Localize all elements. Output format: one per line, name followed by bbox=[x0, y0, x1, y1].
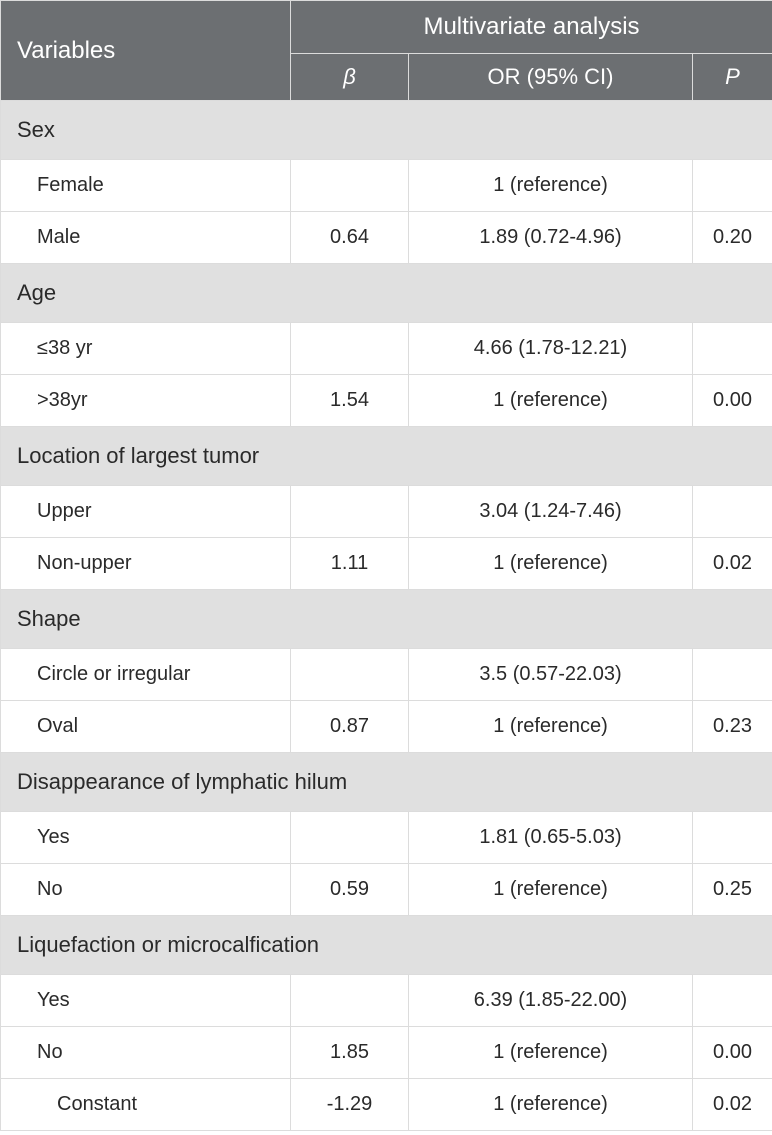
cell-or: 1 (reference) bbox=[409, 160, 693, 212]
cell-or: 1.81 (0.65-5.03) bbox=[409, 812, 693, 864]
cell-or: 1 (reference) bbox=[409, 864, 693, 916]
cell-beta: 1.11 bbox=[291, 538, 409, 590]
table-row: Male0.641.89 (0.72-4.96)0.20 bbox=[1, 212, 772, 264]
table-row: Upper 3.04 (1.24-7.46) bbox=[1, 486, 772, 538]
cell-or: 3.5 (0.57-22.03) bbox=[409, 649, 693, 701]
cell-p: 0.02 bbox=[693, 1079, 772, 1131]
cell-p: 0.00 bbox=[693, 1027, 772, 1079]
row-label: >38yr bbox=[1, 375, 291, 427]
table-row: Circle or irregular 3.5 (0.57-22.03) bbox=[1, 649, 772, 701]
cell-p: 0.23 bbox=[693, 701, 772, 753]
column-header-or: OR (95% CI) bbox=[409, 54, 693, 101]
cell-p: 0.00 bbox=[693, 375, 772, 427]
cell-beta bbox=[291, 812, 409, 864]
row-label: Constant bbox=[1, 1079, 291, 1131]
cell-beta: 1.54 bbox=[291, 375, 409, 427]
cell-beta: 0.59 bbox=[291, 864, 409, 916]
cell-or: 1 (reference) bbox=[409, 1027, 693, 1079]
cell-or: 4.66 (1.78-12.21) bbox=[409, 323, 693, 375]
column-header-p: P bbox=[693, 54, 772, 101]
cell-or: 1 (reference) bbox=[409, 375, 693, 427]
cell-beta: 0.87 bbox=[291, 701, 409, 753]
section-header: Sex bbox=[1, 101, 772, 160]
section-header: Location of largest tumor bbox=[1, 427, 772, 486]
cell-beta bbox=[291, 160, 409, 212]
table-header: Variables Multivariate analysis β OR (95… bbox=[1, 1, 772, 101]
cell-p bbox=[693, 812, 772, 864]
row-label: Male bbox=[1, 212, 291, 264]
row-label: Oval bbox=[1, 701, 291, 753]
table-row: Constant-1.291 (reference)0.02 bbox=[1, 1079, 772, 1131]
table-row: Oval0.871 (reference)0.23 bbox=[1, 701, 772, 753]
row-label: Yes bbox=[1, 812, 291, 864]
cell-p: 0.25 bbox=[693, 864, 772, 916]
table-row: Yes 1.81 (0.65-5.03) bbox=[1, 812, 772, 864]
column-header-variables: Variables bbox=[1, 1, 291, 101]
cell-beta bbox=[291, 486, 409, 538]
cell-beta: 0.64 bbox=[291, 212, 409, 264]
cell-p: 0.20 bbox=[693, 212, 772, 264]
table-row: Female 1 (reference) bbox=[1, 160, 772, 212]
cell-beta bbox=[291, 975, 409, 1027]
section-header: Disappearance of lymphatic hilum bbox=[1, 753, 772, 812]
row-label: Yes bbox=[1, 975, 291, 1027]
row-label: No bbox=[1, 1027, 291, 1079]
cell-beta bbox=[291, 649, 409, 701]
cell-or: 1 (reference) bbox=[409, 538, 693, 590]
row-label: No bbox=[1, 864, 291, 916]
cell-or: 3.04 (1.24-7.46) bbox=[409, 486, 693, 538]
cell-beta bbox=[291, 323, 409, 375]
row-label: Non-upper bbox=[1, 538, 291, 590]
row-label: Upper bbox=[1, 486, 291, 538]
cell-p bbox=[693, 160, 772, 212]
section-header: Liquefaction or microcalfication bbox=[1, 916, 772, 975]
table-row: ≤38 yr 4.66 (1.78-12.21) bbox=[1, 323, 772, 375]
row-label: ≤38 yr bbox=[1, 323, 291, 375]
cell-or: 6.39 (1.85-22.00) bbox=[409, 975, 693, 1027]
table-row: Non-upper1.111 (reference)0.02 bbox=[1, 538, 772, 590]
cell-p bbox=[693, 486, 772, 538]
column-header-mva: Multivariate analysis bbox=[291, 1, 772, 54]
stats-table-container: Variables Multivariate analysis β OR (95… bbox=[0, 0, 772, 1131]
cell-or: 1.89 (0.72-4.96) bbox=[409, 212, 693, 264]
cell-beta: -1.29 bbox=[291, 1079, 409, 1131]
column-header-beta: β bbox=[291, 54, 409, 101]
row-label: Female bbox=[1, 160, 291, 212]
cell-p bbox=[693, 649, 772, 701]
table-row: No1.851 (reference)0.00 bbox=[1, 1027, 772, 1079]
table-row: No0.591 (reference)0.25 bbox=[1, 864, 772, 916]
table-row: Yes 6.39 (1.85-22.00) bbox=[1, 975, 772, 1027]
cell-p bbox=[693, 975, 772, 1027]
cell-or: 1 (reference) bbox=[409, 1079, 693, 1131]
cell-p: 0.02 bbox=[693, 538, 772, 590]
row-label: Circle or irregular bbox=[1, 649, 291, 701]
table-body: SexFemale1 (reference)Male0.641.89 (0.72… bbox=[1, 101, 772, 1131]
cell-beta: 1.85 bbox=[291, 1027, 409, 1079]
cell-p bbox=[693, 323, 772, 375]
section-header: Age bbox=[1, 264, 772, 323]
table-row: >38yr1.541 (reference)0.00 bbox=[1, 375, 772, 427]
section-header: Shape bbox=[1, 590, 772, 649]
stats-table: Variables Multivariate analysis β OR (95… bbox=[0, 0, 772, 1131]
cell-or: 1 (reference) bbox=[409, 701, 693, 753]
